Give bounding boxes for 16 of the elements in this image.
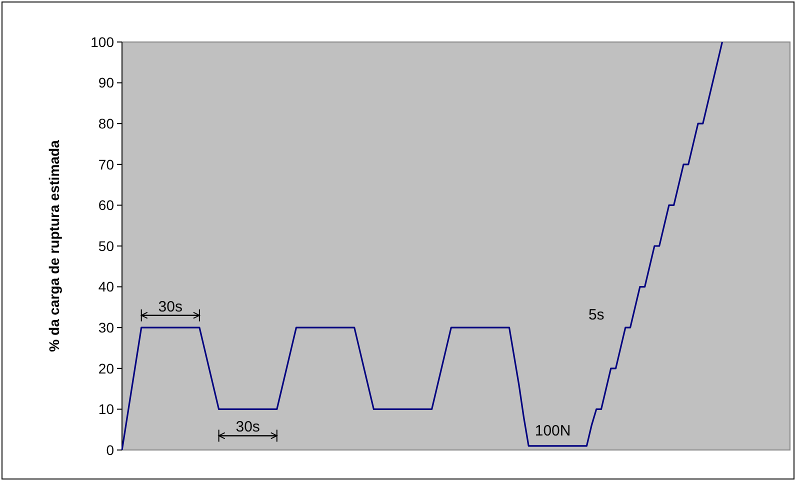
annotation: 30s — [158, 298, 182, 316]
y-tick-label: 10 — [98, 401, 114, 418]
y-tick-label: 80 — [98, 116, 114, 132]
y-tick-label: 60 — [98, 197, 114, 214]
y-tick-label: 50 — [98, 238, 114, 254]
y-tick-label: 90 — [98, 74, 114, 91]
y-tick-label: 20 — [98, 360, 114, 376]
y-tick-label: 100 — [90, 34, 114, 50]
annotation: 100N — [534, 422, 571, 440]
annotation: 30s — [236, 418, 260, 436]
annotation: 5s — [588, 306, 604, 324]
y-tick-label: 40 — [98, 278, 114, 295]
y-tick-label: 30 — [98, 320, 114, 336]
y-axis-title: % da carga de ruptura estimada — [46, 140, 62, 352]
y-tick-label: 70 — [98, 156, 114, 172]
y-tick-label: 0 — [106, 442, 114, 458]
